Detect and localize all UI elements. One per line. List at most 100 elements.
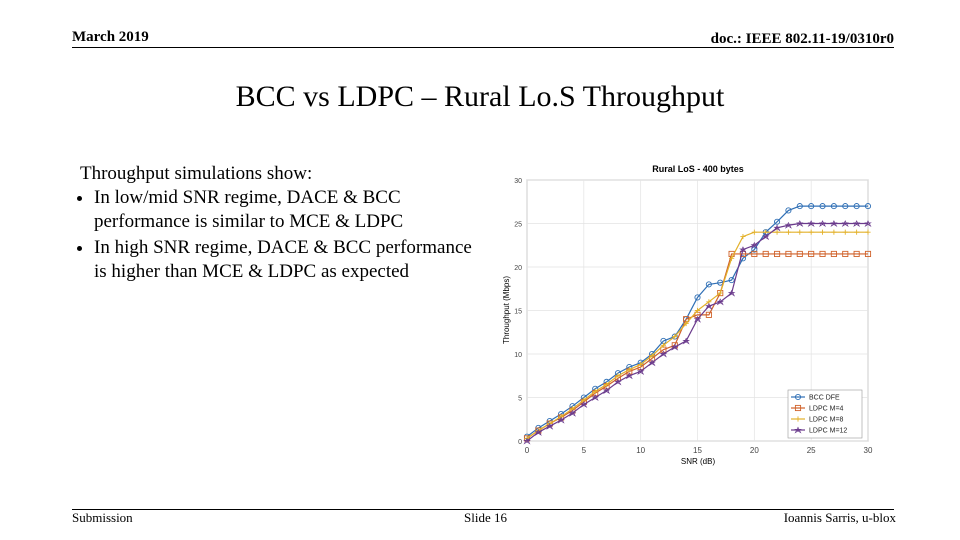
marker <box>682 337 690 345</box>
x-axis-label: SNR (dB) <box>681 457 716 466</box>
marker <box>728 276 735 284</box>
marker <box>773 224 781 232</box>
bullet-list: In low/mid SNR regime, DACE & BCC perfor… <box>72 186 480 284</box>
marker <box>705 311 712 318</box>
marker <box>842 250 849 258</box>
marker <box>819 229 826 235</box>
marker <box>808 250 815 258</box>
x-tick-label: 20 <box>750 446 759 455</box>
legend-label: BCC DFE <box>809 395 840 402</box>
marker <box>649 353 655 359</box>
marker <box>705 281 712 288</box>
y-tick-label: 10 <box>514 352 522 359</box>
marker <box>693 315 702 323</box>
marker <box>683 320 689 327</box>
legend-label: LDPC M=4 <box>809 406 844 413</box>
footer-center: Slide 16 <box>464 510 507 525</box>
y-tick-label: 20 <box>514 265 522 272</box>
y-tick-label: 30 <box>514 178 522 185</box>
marker <box>648 359 656 367</box>
body-intro: Throughput simulations show: <box>80 163 313 184</box>
x-tick-label: 5 <box>582 446 587 455</box>
marker <box>568 409 577 417</box>
bullet: In high SNR regime, DACE & BCC performan… <box>94 236 480 284</box>
marker <box>694 294 701 301</box>
marker <box>796 203 803 210</box>
marker <box>830 250 837 258</box>
marker <box>865 229 871 235</box>
marker <box>523 437 531 445</box>
marker <box>716 298 725 306</box>
marker <box>751 250 758 258</box>
marker <box>750 241 759 249</box>
chart-title: Rural LoS - 400 bytes <box>652 164 744 174</box>
marker <box>740 233 746 240</box>
marker <box>636 368 645 375</box>
marker <box>774 250 781 258</box>
marker <box>784 221 793 229</box>
marker <box>638 361 644 368</box>
bullet: In low/mid SNR regime, DACE & BCC perfor… <box>94 186 480 234</box>
marker <box>739 246 747 254</box>
marker <box>626 367 632 373</box>
marker <box>842 229 848 235</box>
marker <box>853 203 860 210</box>
marker <box>557 416 565 424</box>
marker <box>794 393 802 401</box>
y-tick-label: 0 <box>518 439 522 446</box>
x-tick-label: 15 <box>693 446 702 455</box>
marker <box>854 229 860 235</box>
footer-left: Submission <box>72 510 133 525</box>
marker <box>794 426 802 434</box>
marker <box>774 229 780 235</box>
marker <box>672 334 678 340</box>
marker <box>807 220 816 228</box>
legend-label: LDPC M=8 <box>809 417 844 424</box>
marker <box>717 290 723 296</box>
marker <box>852 220 861 228</box>
marker <box>761 233 770 241</box>
marker <box>864 220 872 228</box>
marker <box>795 416 801 422</box>
marker <box>545 422 554 430</box>
footer-right: Ioannis Sarris, u-blox <box>783 510 896 525</box>
marker <box>785 229 792 235</box>
marker <box>853 250 860 258</box>
header-rule <box>72 47 894 48</box>
marker <box>785 207 792 214</box>
x-tick-label: 0 <box>525 446 530 455</box>
marker <box>694 307 701 314</box>
header-doc: doc.: IEEE 802.11-19/0310r0 <box>710 31 894 47</box>
marker <box>660 342 666 348</box>
y-tick-label: 25 <box>514 222 522 229</box>
marker <box>830 203 837 210</box>
marker <box>864 250 872 258</box>
marker <box>625 372 634 380</box>
marker <box>819 203 826 210</box>
body: Throughput simulations show: In low/mid … <box>80 162 480 286</box>
x-tick-label: 25 <box>807 446 816 455</box>
marker <box>842 203 849 210</box>
marker <box>751 229 757 235</box>
marker <box>558 414 564 420</box>
marker <box>785 250 792 258</box>
marker <box>705 302 713 310</box>
marker <box>864 203 872 210</box>
marker <box>615 373 621 379</box>
marker <box>659 350 668 358</box>
marker <box>670 343 679 351</box>
series-line <box>526 222 868 442</box>
marker <box>797 229 803 235</box>
header-date: March 2019 <box>72 29 149 45</box>
marker <box>831 229 837 235</box>
marker <box>794 404 802 412</box>
marker <box>841 220 850 228</box>
marker <box>603 381 610 388</box>
marker <box>808 203 815 210</box>
marker <box>579 401 588 409</box>
marker <box>727 289 736 297</box>
x-tick-label: 30 <box>864 446 873 455</box>
marker <box>796 250 803 258</box>
